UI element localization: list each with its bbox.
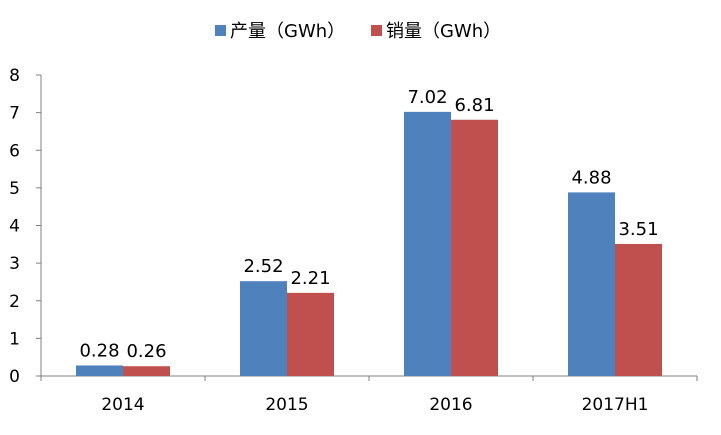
bar — [568, 192, 615, 376]
y-tick-label: 4 — [9, 217, 20, 237]
x-category-label: 2015 — [265, 395, 308, 415]
x-axis: 2014 2015 2016 2017H1 — [40, 375, 698, 415]
legend-label: 销量（GWh） — [386, 21, 501, 42]
data-label: 0.28 — [79, 340, 119, 361]
x-category-label: 2017H1 — [582, 395, 649, 415]
y-tick-label: 6 — [9, 141, 20, 161]
y-tick-label: 7 — [9, 104, 20, 124]
bar — [404, 111, 451, 376]
data-label: 2.21 — [290, 268, 330, 289]
x-category-label: 2016 — [429, 395, 472, 415]
legend: 产量（GWh） 销量（GWh） — [215, 21, 501, 42]
data-labels: 0.28 2.52 7.02 4.88 0.26 2.21 6.81 3.51 — [79, 87, 658, 362]
bars — [76, 111, 662, 377]
y-tick-label: 0 — [9, 367, 20, 387]
y-tick-label: 2 — [9, 292, 20, 312]
data-label: 6.81 — [454, 95, 494, 116]
legend-swatch — [371, 25, 382, 36]
y-axis: 0 1 2 3 4 5 6 7 8 — [9, 66, 42, 387]
bar — [240, 281, 287, 376]
data-label: 7.02 — [407, 87, 447, 108]
bar — [76, 365, 123, 376]
data-label: 2.52 — [243, 256, 283, 277]
bar — [123, 366, 170, 376]
y-tick-label: 5 — [9, 179, 20, 199]
legend-swatch — [215, 25, 226, 36]
bar — [451, 119, 498, 377]
y-tick-label: 1 — [9, 329, 20, 349]
data-label: 3.51 — [618, 219, 658, 240]
legend-label: 产量（GWh） — [230, 21, 345, 42]
bar — [615, 243, 662, 376]
data-label: 4.88 — [571, 167, 611, 188]
bar — [287, 292, 334, 376]
data-label: 0.26 — [126, 341, 166, 362]
y-tick-label: 3 — [9, 254, 20, 274]
x-category-label: 2014 — [101, 395, 144, 415]
y-tick-label: 8 — [9, 66, 20, 86]
